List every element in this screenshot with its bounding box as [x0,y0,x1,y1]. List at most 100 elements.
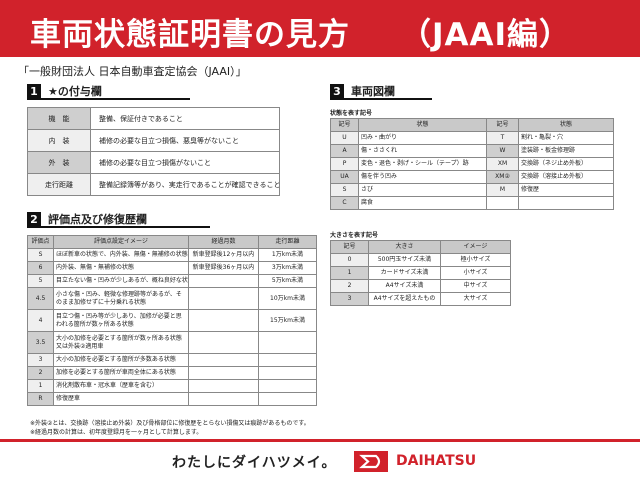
table-cell: UA [330,170,359,184]
table-cell: 極小サイズ [440,253,511,267]
row-value: 補修の必要な目立つ損傷、悪臭等がないこと [90,129,280,152]
table-cell: C [330,196,359,210]
table-cell: 大小の加修を必要とする箇所が多数ある状態 [53,353,189,367]
table-cell: カードサイズ未満 [368,266,441,280]
table-row: 走行距離 整備記録簿等があり、実走行であることが確認できること [27,173,280,196]
table-cell: 4 [27,309,54,332]
table-row: R 修復歴車 [27,392,317,406]
table-cell [188,392,259,406]
notes: ※外装②とは、交換跡（溶接止め外装）及び骨格部位に修復歴をとらない損傷又は痕跡が… [30,419,310,437]
table-cell: 加修を必要とする箇所が車両全体にある状態 [53,366,189,380]
brand-name: DAIHATSU [396,453,477,469]
column-header: 評価点 [27,235,54,249]
table-cell: 0 [330,253,369,267]
table-cell: 中サイズ [440,279,511,293]
table-cell: 小サイズ [440,266,511,280]
table-cell [188,309,259,332]
table-cell [258,392,317,406]
table-cell [188,353,259,367]
section1-heading: 1 ★の付与欄 [27,84,190,100]
section3-heading: 3 車両図欄 [330,84,432,100]
table-cell: 4.5 [27,287,54,310]
table-cell: 凹み・曲がり [358,131,487,145]
table-cell [258,353,317,367]
row-value: 整備記録簿等があり、実走行であることが確認できること [90,173,280,196]
table-cell: 2 [330,279,369,293]
table-cell: 変色・退色・剥げ・シール（テープ）跡 [358,157,487,171]
table-cell: 新車登録後36ヶ月以内 [188,261,259,275]
table-row: 3 A4サイズを超えたもの 大サイズ [330,292,511,306]
table-cell: さび [358,183,487,197]
section-title: ★の付与欄 [48,85,102,98]
column-header: 記号 [330,240,369,254]
table-cell: 5 [27,274,54,288]
table-cell: S [330,183,359,197]
row-value: 補修の必要な目立つ損傷がないこと [90,151,280,174]
slogan: わたしにダイハツメイ。 [172,455,337,471]
table-row: U 凹み・曲がり T 割れ・亀裂・穴 [330,131,614,145]
table-cell [258,331,317,354]
table-cell: 目立つ傷・凹み等が少しあり、加修が必要と思われる箇所が数ヶ所ある状態 [53,309,189,332]
table-cell: 大サイズ [440,292,511,306]
title-banner: 車両状態証明書の見方 （JAAI編） [0,0,640,57]
table-row: P 変色・退色・剥げ・シール（テープ）跡 XM 交換跡（ネジ止め外板） [330,157,614,171]
table-cell: 500円玉サイズ未満 [368,253,441,267]
page-subtitle: （JAAI編） [400,17,572,53]
section-title: 車両図欄 [351,85,395,98]
table-cell: 6 [27,261,54,275]
size-table: 記号 大きさ イメージ 0 500円玉サイズ未満 極小サイズ 1 カードサイズ未満 小サイズ 2 A… [330,240,511,306]
table-cell: 内外装、無傷・無補修の状態 [53,261,189,275]
size-label: 大きさを表す記号 [330,232,379,239]
table-cell: P [330,157,359,171]
section2-heading: 2 評価点及び修復歴欄 [27,212,210,228]
table-cell: T [486,131,519,145]
table-cell [188,331,259,354]
section-number: 1 [27,84,41,98]
column-header: 走行距離 [258,235,317,249]
table-cell: U [330,131,359,145]
table-cell: A4サイズ未満 [368,279,441,293]
row-label: 内 装 [27,129,91,152]
table-cell: S [27,248,54,262]
table-cell [258,366,317,380]
table-cell: 傷・ささくれ [358,144,487,158]
table-cell: 割れ・亀裂・穴 [518,131,614,145]
table-row: 5 目立たない傷・凹みが少しあるが、概ね良好な状態 5万km未満 [27,274,317,288]
table-cell: 傷を伴う凹み [358,170,487,184]
condition-label: 状態を表す記号 [330,110,373,117]
table-cell: 小さな傷・凹み、軽微な修理跡等があるが、そのまま加修せずに十分乗れる状態 [53,287,189,310]
table-cell: A [330,144,359,158]
table-cell: 3 [330,292,369,306]
table-cell: 目立たない傷・凹みが少しあるが、概ね良好な状態 [53,274,189,288]
table-row: C 腐食 [330,196,614,210]
table-row: 内 装補修の必要な目立つ損傷、悪臭等がないこと [27,129,280,152]
column-header: イメージ [440,240,511,254]
table-cell [258,379,317,393]
table-cell: W [486,144,519,158]
column-header: 状態 [358,118,487,132]
daihatsu-logo-icon [354,451,388,472]
table-cell [188,366,259,380]
table-cell: 消化剤散布車・冠水車（歴車を含む） [53,379,189,393]
table-cell: 大小の加修を必要とする箇所が数ヶ所ある状態又は外装②適用車 [53,331,189,354]
divider [0,439,640,442]
table-row: UA 傷を伴う凹み XM② 交換跡（溶接止め外板） [330,170,614,184]
table-cell: 塗装跡・板金修理跡 [518,144,614,158]
table-row: A 傷・ささくれ W 塗装跡・板金修理跡 [330,144,614,158]
table-cell: XM [486,157,519,171]
page-title: 車両状態証明書の見方 [30,17,350,53]
table-cell: A4サイズを超えたもの [368,292,441,306]
table-cell: 交換跡（溶接止め外板） [518,170,614,184]
table-row: 2 加修を必要とする箇所が車両全体にある状態 [27,366,317,380]
table-cell: 修復歴 [518,183,614,197]
table-cell: XM② [486,170,519,184]
column-header: 評価点設定イメージ [53,235,189,249]
table-cell: 15万km未満 [258,309,317,332]
table-cell: 1 [330,266,369,280]
section-number: 2 [27,212,41,226]
organization-name: 「一般財団法人 日本自動車査定協会（JAAI）」 [18,65,247,78]
column-header: 大きさ [368,240,441,254]
table-row: 3.5 大小の加修を必要とする箇所が数ヶ所ある状態又は外装②適用車 [27,331,317,354]
table-cell: 新車登録後12ヶ月以内 [188,248,259,262]
column-header: 経過月数 [188,235,259,249]
